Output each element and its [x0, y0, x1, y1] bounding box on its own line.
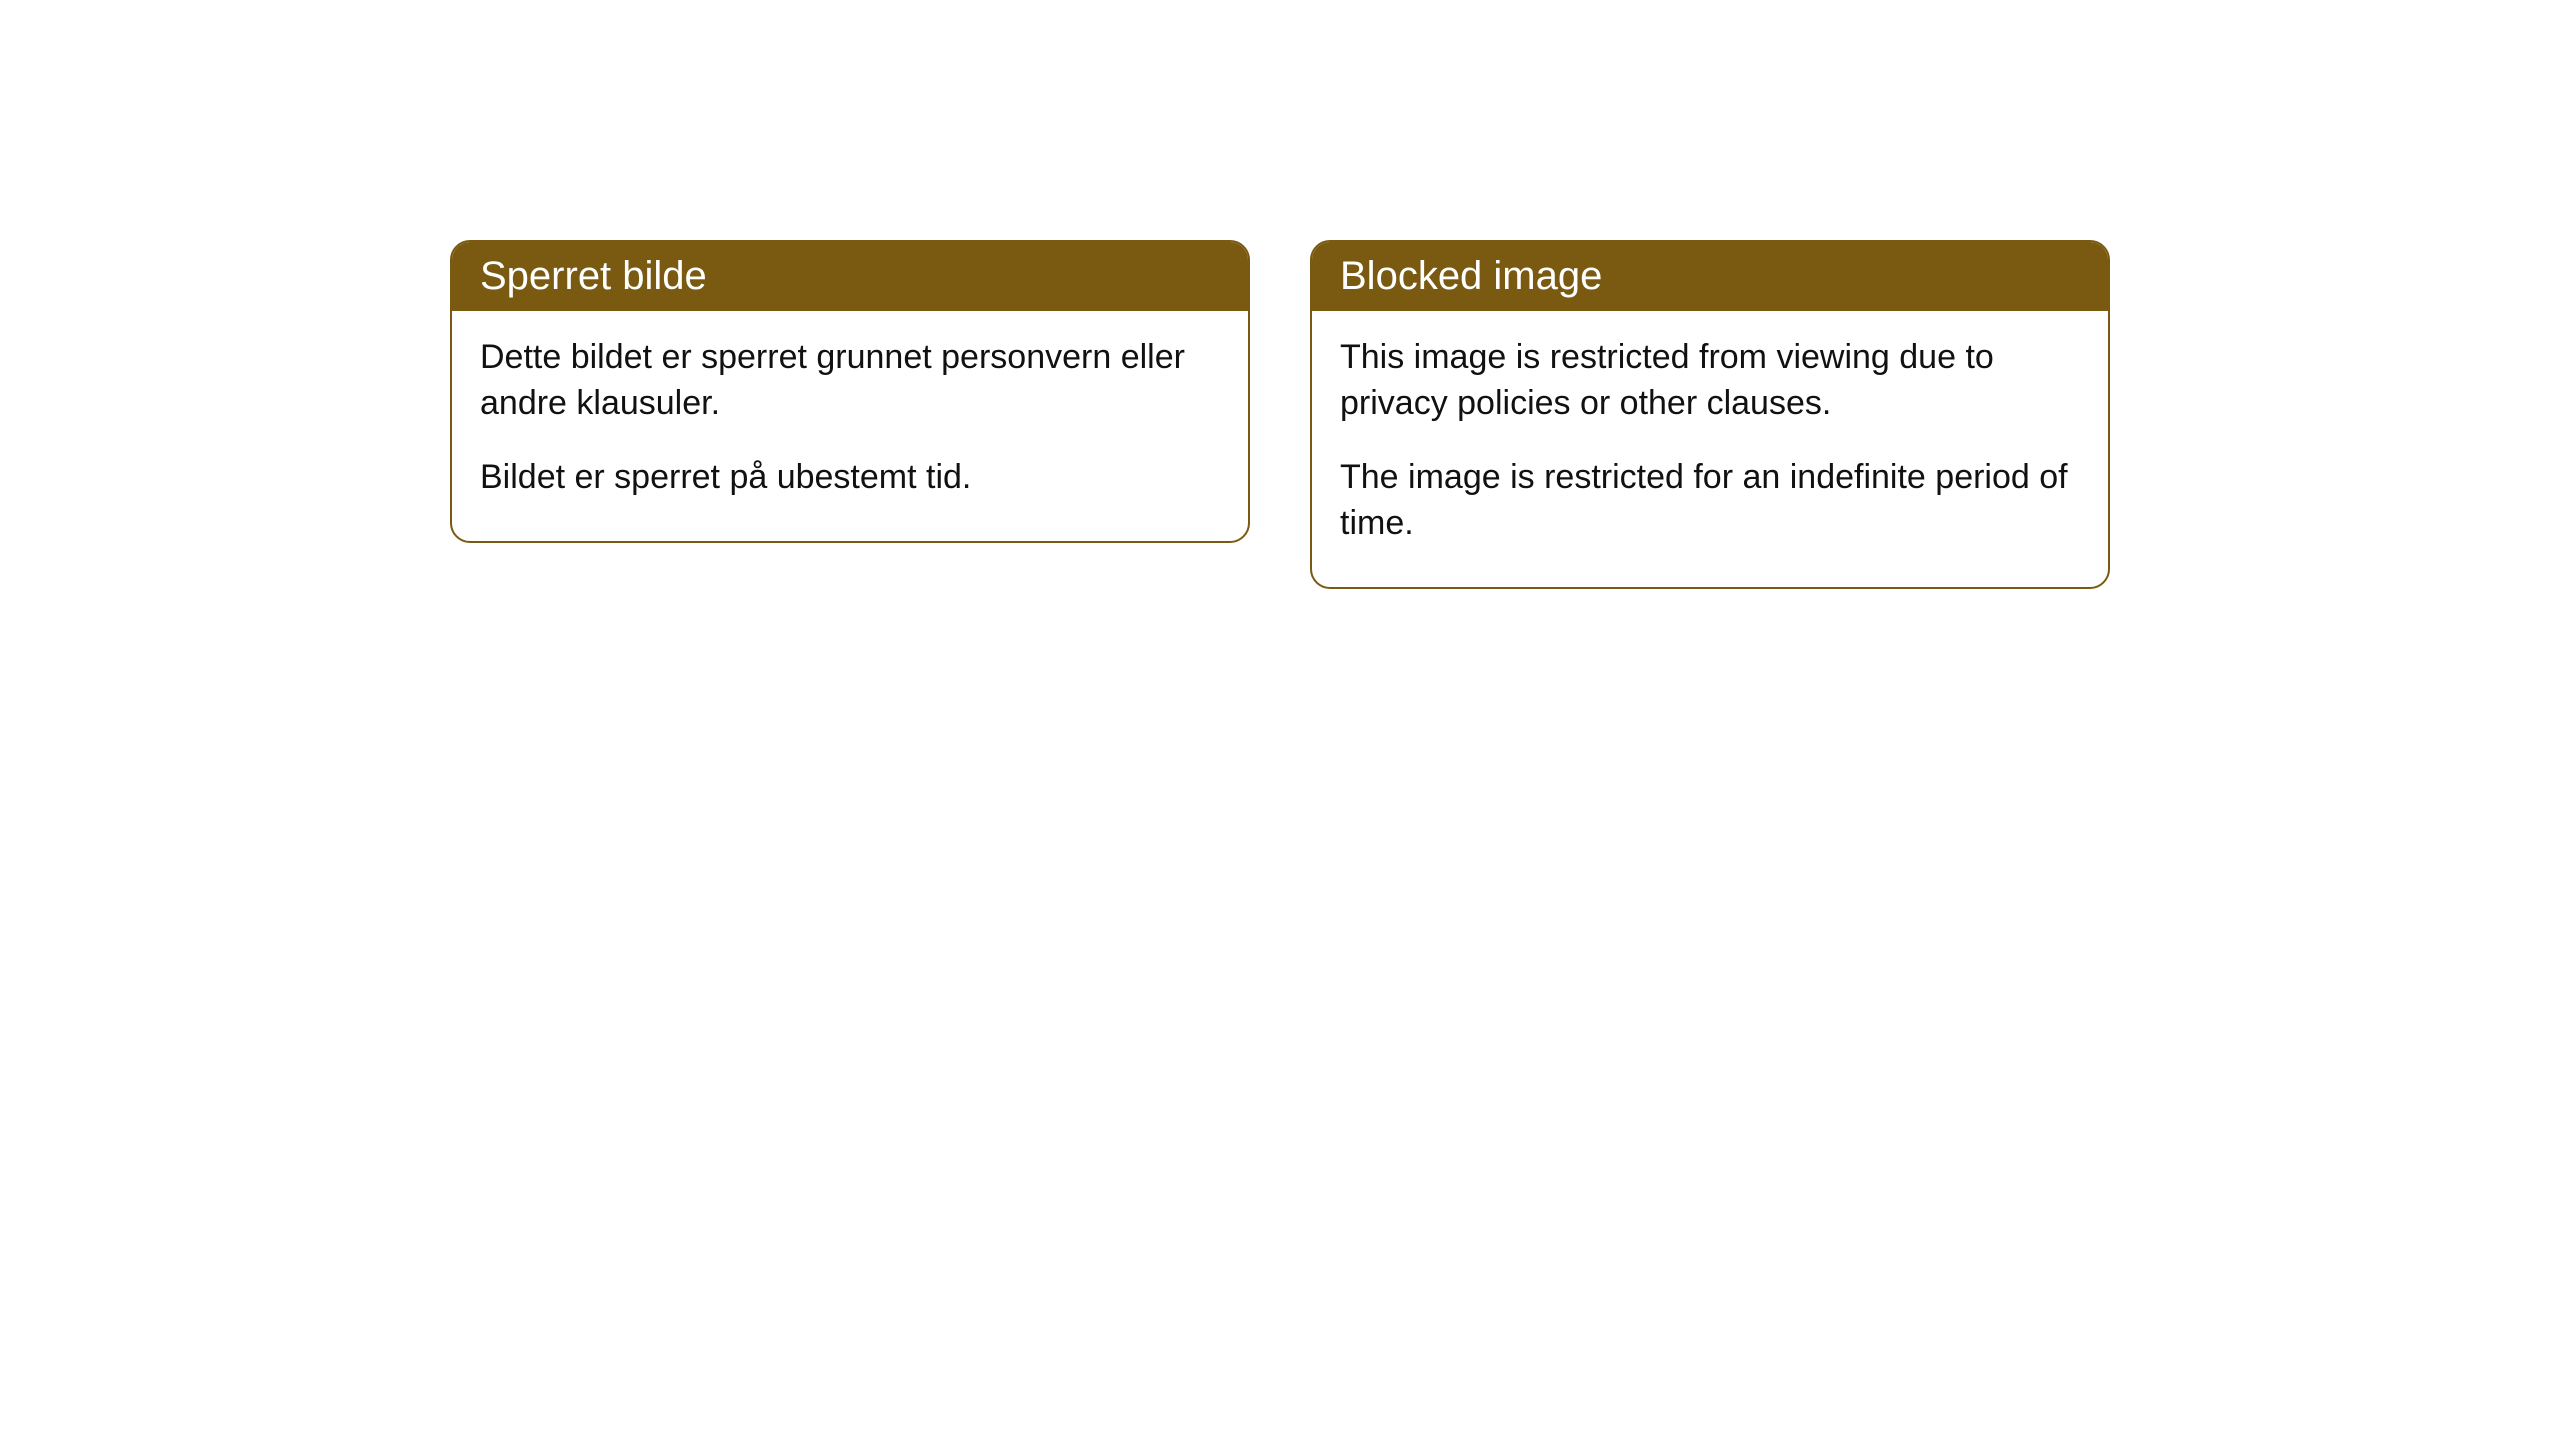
card-body-no: Dette bildet er sperret grunnet personve…: [452, 311, 1248, 541]
card-paragraph-2-en: The image is restricted for an indefinit…: [1340, 455, 2080, 547]
card-header-en: Blocked image: [1312, 242, 2108, 311]
card-paragraph-1-en: This image is restricted from viewing du…: [1340, 335, 2080, 427]
card-paragraph-1-no: Dette bildet er sperret grunnet personve…: [480, 335, 1220, 427]
card-paragraph-2-no: Bildet er sperret på ubestemt tid.: [480, 455, 1220, 501]
card-body-en: This image is restricted from viewing du…: [1312, 311, 2108, 587]
blocked-image-card-en: Blocked image This image is restricted f…: [1310, 240, 2110, 589]
blocked-image-card-no: Sperret bilde Dette bildet er sperret gr…: [450, 240, 1250, 543]
card-header-no: Sperret bilde: [452, 242, 1248, 311]
card-title-no: Sperret bilde: [480, 254, 707, 298]
card-title-en: Blocked image: [1340, 254, 1602, 298]
